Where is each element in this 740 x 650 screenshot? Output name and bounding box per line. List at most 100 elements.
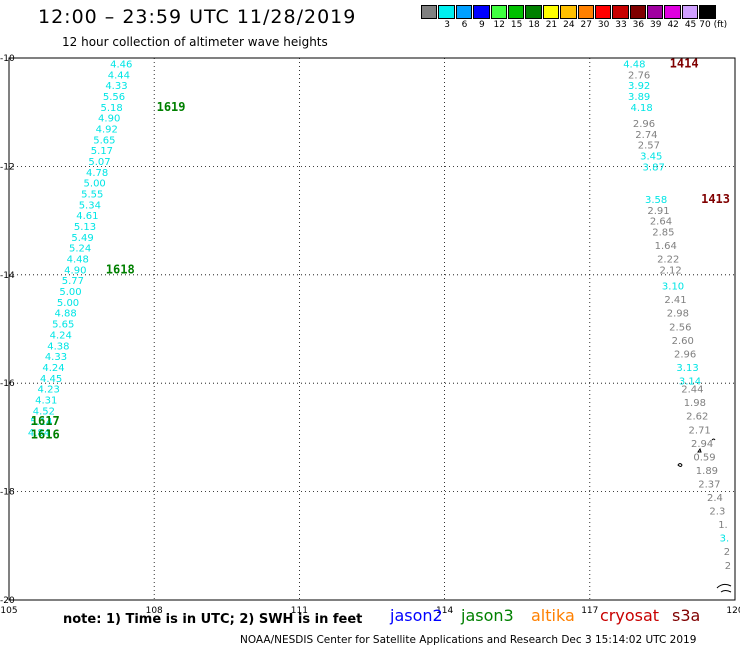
swh-value: 4.78 <box>86 168 108 179</box>
swh-value: 1. <box>718 520 728 531</box>
scale-swatch <box>629 5 647 19</box>
swh-value: 4.48 <box>67 255 89 266</box>
scale-swatch <box>577 5 594 19</box>
swh-value: 5.65 <box>93 135 115 146</box>
swh-value: 2.98 <box>667 309 689 320</box>
scale-label: 21 <box>545 20 558 30</box>
lat-tick-label: -20 <box>0 596 15 606</box>
scale-swatch <box>490 5 507 19</box>
pass-time-label: 1414 <box>670 56 699 70</box>
scale-swatch <box>455 5 473 19</box>
swh-value: 2.96 <box>633 119 655 130</box>
swh-value: 2.62 <box>686 412 708 423</box>
scale-label: 24 <box>563 20 575 30</box>
swh-value: 4.24 <box>50 330 72 341</box>
swh-value: 5.34 <box>79 200 101 211</box>
swh-value: 3.58 <box>645 195 667 206</box>
scale-swatch <box>612 5 629 19</box>
swh-value: 3.45 <box>640 152 662 163</box>
swh-value: 4.44 <box>108 70 130 81</box>
lon-tick-label: 111 <box>291 606 308 616</box>
pass-time-label: 1413 <box>701 192 730 206</box>
lon-tick-label: 117 <box>581 606 598 616</box>
swh-value: 2 <box>724 547 730 558</box>
swh-value: 5.00 <box>59 287 81 298</box>
scale-label: 42 <box>667 20 679 30</box>
scale-label: 36 <box>632 20 645 30</box>
swh-value: 5.65 <box>52 320 74 331</box>
swh-value: 2.74 <box>635 130 657 141</box>
swh-value: 0.59 <box>693 452 715 463</box>
swh-value: 4.46 <box>110 59 132 70</box>
footer-credit: NOAA/NESDIS Center for Satellite Applica… <box>240 634 697 646</box>
swh-value: 4.52 <box>33 406 55 417</box>
pass-time-label: 1618 <box>106 262 135 276</box>
swh-value: 5.00 <box>84 179 106 190</box>
scale-swatch <box>507 5 525 19</box>
scale-swatch <box>594 5 612 19</box>
swh-value: 4.45 <box>40 374 62 385</box>
swh-value: 2.3 <box>709 507 725 518</box>
lat-tick-label: -16 <box>0 379 15 389</box>
swh-value: 4.84 <box>28 428 50 439</box>
swh-value: 5.14 <box>30 417 52 428</box>
swh-value: 2.71 <box>689 425 711 436</box>
scale-swatch <box>473 5 490 19</box>
lon-tick-label: 108 <box>146 606 163 616</box>
swh-value: 2.12 <box>659 265 681 276</box>
swh-value: 4.90 <box>98 114 120 125</box>
scale-label: 15 <box>510 20 523 30</box>
swh-value: 2.44 <box>681 385 703 396</box>
swh-value: 4.33 <box>45 352 67 363</box>
swh-value: 5.07 <box>88 157 110 168</box>
swh-value: 4.61 <box>76 211 98 222</box>
swh-value: 2.56 <box>669 322 691 333</box>
swh-value: 2.64 <box>650 217 672 228</box>
map-title: 12:00 – 23:59 UTC 11/28/2019 <box>38 6 357 28</box>
swh-value: 2 <box>725 561 731 572</box>
scale-swatch <box>647 5 664 19</box>
island-coastline <box>697 447 702 453</box>
swh-value: 1.64 <box>655 241 677 252</box>
map-subtitle: 12 hour collection of altimeter wave hei… <box>62 35 328 49</box>
scale-label: 9 <box>479 20 485 30</box>
swh-value: 2.85 <box>652 227 674 238</box>
swh-value: 5.77 <box>62 276 84 287</box>
swh-value: 2.41 <box>664 295 686 306</box>
lat-tick-label: -14 <box>0 271 15 281</box>
swh-value: 4.88 <box>54 309 76 320</box>
satellite-legend-item: s3a <box>672 606 701 625</box>
scale-swatch <box>664 5 681 19</box>
scale-label: 30 <box>597 20 610 30</box>
swh-value: 2.57 <box>638 141 660 152</box>
island-coastline <box>677 463 683 467</box>
swh-value: 3.14 <box>679 376 701 387</box>
swh-value: 5.55 <box>81 190 103 201</box>
swh-value: 4.33 <box>105 81 127 92</box>
swh-value: 2.22 <box>657 255 679 266</box>
scale-label: 45 <box>684 20 697 30</box>
scale-swatch <box>681 5 699 19</box>
scale-swatch <box>421 5 438 19</box>
swh-value: 5.24 <box>69 244 91 255</box>
scale-swatch <box>542 5 560 19</box>
swh-value: 2.37 <box>698 479 720 490</box>
swh-value: 3.89 <box>628 92 650 103</box>
swh-value: 2.4 <box>707 493 723 504</box>
swh-value: 2.94 <box>691 439 713 450</box>
scale-swatch <box>699 5 716 19</box>
satellite-legend-item: cryosat <box>600 606 660 625</box>
swh-value: 5.18 <box>100 103 122 114</box>
lat-tick-label: -18 <box>0 488 15 498</box>
swh-value: 4.18 <box>630 103 652 114</box>
scale-label: 3 <box>444 20 450 30</box>
scale-label: 70 (ft) <box>699 20 728 30</box>
swh-value: 3.92 <box>628 81 650 92</box>
satellite-legend-item: jason3 <box>461 606 514 625</box>
swh-value: 3.87 <box>643 162 665 173</box>
swh-value: 4.90 <box>64 265 86 276</box>
swh-value: 2.76 <box>628 70 650 81</box>
satellite-legend-item: jason2 <box>390 606 443 625</box>
lon-tick-label: 114 <box>436 606 453 616</box>
